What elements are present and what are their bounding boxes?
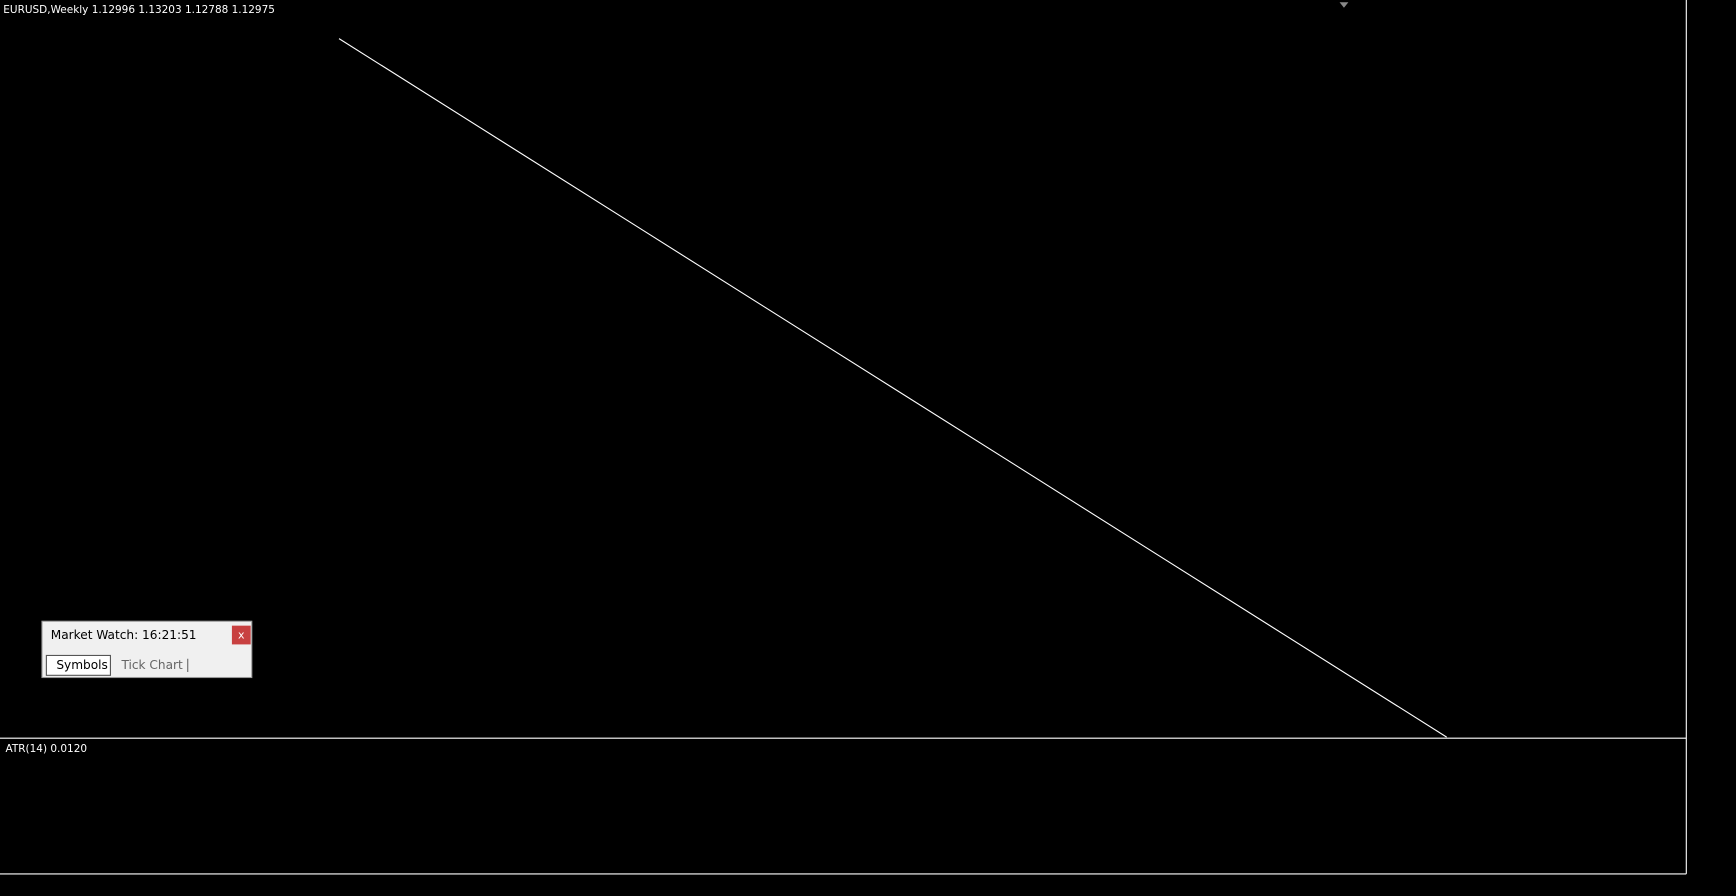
indicator-title: ATR(14) 0.0120 [6,743,88,755]
shift-marker [1339,2,1349,8]
objects-layer [338,38,1447,738]
close-icon[interactable]: x [238,629,245,642]
chart-title: EURUSD,Weekly 1.12996 1.13203 1.12788 1.… [3,4,275,16]
tab-active[interactable] [45,654,111,676]
tab-label[interactable]: Symbols [56,658,108,672]
trend-line [338,38,1447,738]
tab-label[interactable]: Tick Chart [120,658,183,672]
window-title: Market Watch: 16:21:51 [51,628,197,642]
market-watch-window: Market Watch: 16:21:51 x Symbols Tick Ch… [41,620,253,679]
close-button[interactable] [231,625,251,645]
